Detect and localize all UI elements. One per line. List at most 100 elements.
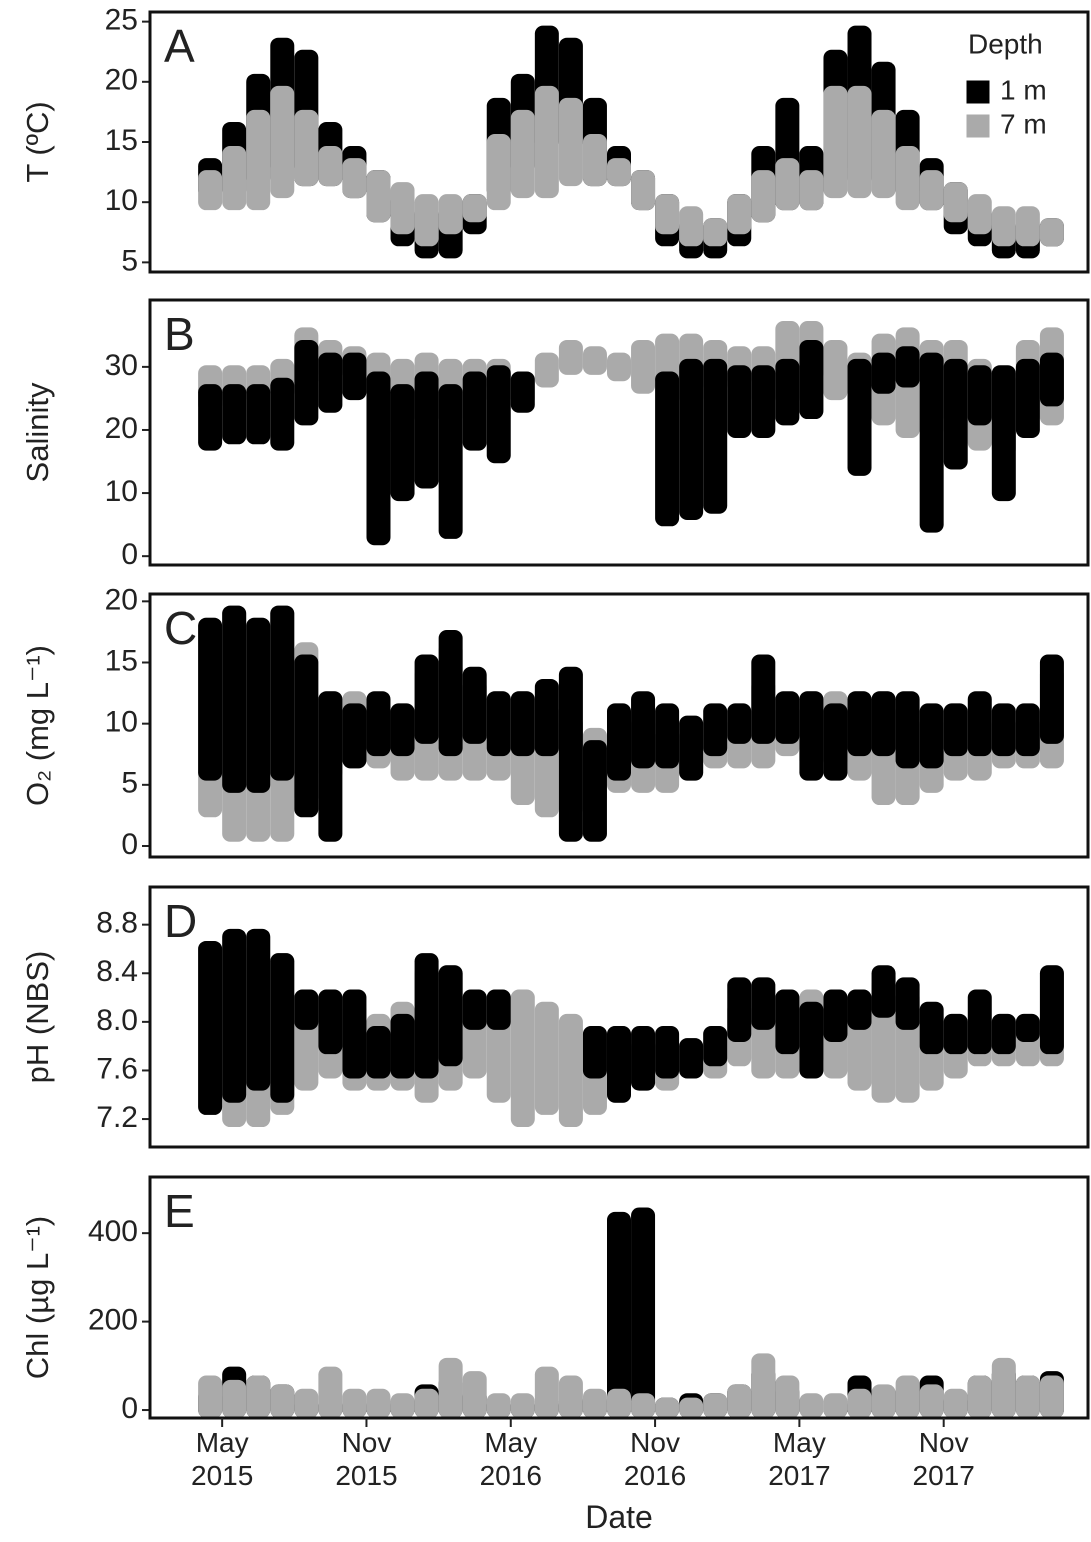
data-point-range bbox=[631, 170, 656, 211]
data-point-range bbox=[679, 715, 704, 781]
data-point-range bbox=[270, 605, 295, 781]
data-point-range bbox=[799, 1001, 824, 1079]
y-axis-title: T (ºC) bbox=[20, 101, 55, 182]
data-point-range bbox=[342, 989, 367, 1079]
y-axis-title: Salinity bbox=[20, 382, 55, 482]
data-point-range bbox=[246, 617, 271, 793]
data-point-range bbox=[438, 965, 463, 1067]
data-point-range bbox=[703, 358, 728, 514]
data-point-range bbox=[631, 1026, 656, 1091]
data-point-range bbox=[438, 1357, 463, 1418]
y-axis-title: pH (NBS) bbox=[20, 951, 55, 1084]
panel-label: B bbox=[164, 308, 195, 360]
data-point-range bbox=[222, 928, 247, 1103]
data-point-range bbox=[294, 1388, 319, 1418]
data-point-range bbox=[246, 384, 271, 445]
data-point-range bbox=[342, 703, 367, 769]
data-point-range bbox=[607, 352, 631, 382]
y-tick-label: 5 bbox=[121, 767, 138, 800]
data-point-range bbox=[655, 1026, 680, 1079]
data-point-range bbox=[631, 1207, 656, 1418]
data-point-range bbox=[438, 630, 463, 757]
data-point-range bbox=[510, 109, 535, 199]
data-point-range bbox=[558, 1013, 583, 1128]
data-point-range bbox=[246, 928, 271, 1091]
panel-label: E bbox=[164, 1185, 195, 1237]
data-point-range bbox=[775, 358, 800, 426]
data-point-range bbox=[631, 1393, 656, 1418]
data-point-range bbox=[390, 182, 415, 235]
data-point-range bbox=[1015, 1375, 1040, 1418]
data-point-range bbox=[366, 691, 391, 757]
legend-label: 7 m bbox=[1000, 108, 1047, 139]
y-tick-label: 20 bbox=[105, 64, 138, 97]
data-point-range bbox=[943, 1013, 968, 1055]
data-point-range bbox=[462, 989, 487, 1030]
data-point-range bbox=[294, 109, 319, 187]
data-point-range bbox=[534, 352, 559, 388]
data-point-range bbox=[270, 1384, 295, 1418]
panel-frame bbox=[148, 885, 1090, 1149]
data-point-range bbox=[919, 703, 944, 769]
x-tick-label-line: Nov bbox=[342, 1427, 392, 1458]
data-point-range bbox=[871, 691, 896, 757]
data-point-range bbox=[246, 109, 271, 211]
data-point-range bbox=[967, 691, 992, 757]
data-point-range bbox=[198, 384, 223, 451]
data-point-range bbox=[222, 605, 247, 793]
data-point-range bbox=[1039, 218, 1064, 247]
data-point-range bbox=[991, 1013, 1016, 1055]
data-point-range bbox=[1015, 358, 1040, 438]
data-point-range bbox=[919, 1384, 944, 1418]
data-point-range bbox=[847, 989, 872, 1030]
data-point-range bbox=[727, 977, 752, 1043]
data-point-range bbox=[727, 194, 752, 235]
x-tick-label: May 2015 bbox=[191, 1427, 253, 1491]
data-point-range bbox=[895, 146, 920, 211]
data-point-range bbox=[871, 1384, 896, 1418]
data-point-range bbox=[943, 703, 968, 757]
data-point-range bbox=[943, 358, 968, 470]
y-tick-label: 20 bbox=[105, 412, 138, 445]
data-point-range bbox=[967, 365, 992, 426]
data-point-range bbox=[703, 218, 728, 247]
data-point-range bbox=[342, 158, 367, 199]
data-point-range bbox=[1039, 965, 1064, 1055]
data-point-range bbox=[607, 1026, 631, 1103]
data-point-range bbox=[727, 1384, 752, 1418]
data-point-range bbox=[534, 678, 559, 757]
data-point-range bbox=[799, 1393, 824, 1418]
y-tick-label: 30 bbox=[105, 349, 138, 382]
x-tick-label: Nov 2016 bbox=[624, 1427, 686, 1491]
data-point-range bbox=[655, 1397, 680, 1418]
data-point-range bbox=[607, 703, 631, 781]
data-point-range bbox=[703, 1026, 728, 1067]
data-point-range bbox=[631, 339, 656, 394]
data-point-range bbox=[991, 703, 1016, 757]
data-point-range bbox=[198, 1375, 223, 1418]
data-point-range bbox=[414, 654, 439, 744]
data-point-range bbox=[679, 1397, 704, 1418]
y-tick-label: 25 bbox=[105, 4, 138, 37]
data-point-range bbox=[198, 617, 223, 781]
data-point-range bbox=[751, 1353, 776, 1418]
data-point-range bbox=[967, 194, 992, 235]
data-point-range bbox=[871, 109, 896, 199]
panel-frame bbox=[148, 592, 1090, 859]
x-tick-label: May 2016 bbox=[480, 1427, 542, 1491]
data-point-range bbox=[823, 339, 848, 401]
data-point-range bbox=[895, 977, 920, 1030]
panel-label: C bbox=[164, 602, 197, 654]
panel-label: D bbox=[164, 895, 197, 947]
data-point-range bbox=[390, 703, 415, 757]
data-point-range bbox=[775, 989, 800, 1055]
data-point-range bbox=[438, 384, 463, 539]
data-point-range bbox=[823, 703, 848, 781]
data-point-range bbox=[246, 1375, 271, 1418]
y-tick-label: 20 bbox=[105, 583, 138, 616]
y-tick-label: 5 bbox=[121, 244, 138, 277]
data-point-range bbox=[414, 1388, 439, 1418]
data-point-range bbox=[727, 703, 752, 744]
panel-frame bbox=[148, 10, 1090, 274]
